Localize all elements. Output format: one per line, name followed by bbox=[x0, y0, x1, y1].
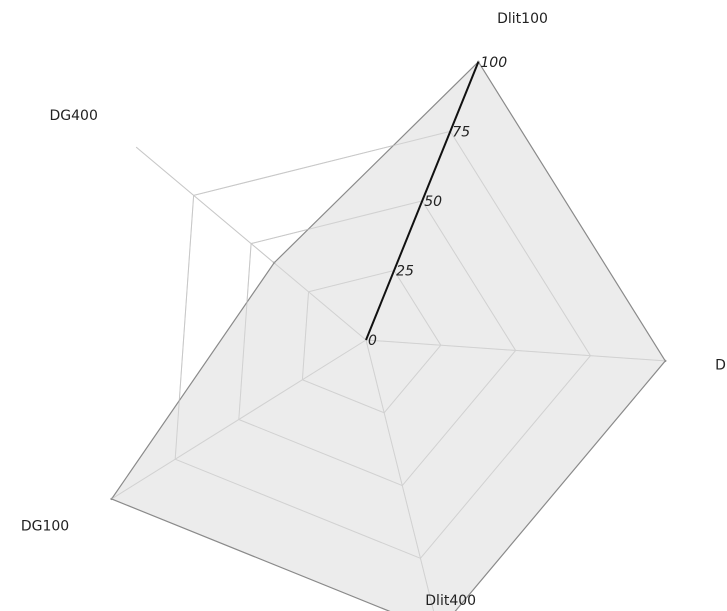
axis-label-DG100: DG100 bbox=[21, 518, 69, 534]
axis-label-DG400: DG400 bbox=[50, 108, 98, 124]
spoke-Dlit400 bbox=[365, 339, 435, 611]
axis-label-Dlit400: Dlit400 bbox=[425, 593, 476, 609]
grid-ring-25 bbox=[301, 269, 442, 414]
tick-label-100: 100 bbox=[480, 55, 507, 71]
radial-axis-line bbox=[365, 61, 480, 341]
grid-ring-75 bbox=[174, 130, 592, 559]
tick-label-75: 75 bbox=[452, 124, 470, 140]
spoke-DG400 bbox=[135, 146, 367, 341]
spoke-Dlit200 bbox=[365, 339, 666, 362]
axis-label-Dlit200: Dlit200 bbox=[715, 357, 727, 373]
axis-label-Dlit100: Dlit100 bbox=[497, 11, 548, 27]
tick-label-50: 50 bbox=[424, 194, 442, 210]
spoke-DG100 bbox=[111, 339, 367, 500]
series-area-0 bbox=[110, 60, 667, 611]
tick-label-0: 0 bbox=[368, 333, 377, 349]
tick-label-25: 25 bbox=[396, 263, 414, 279]
grid-ring-50 bbox=[238, 200, 517, 487]
